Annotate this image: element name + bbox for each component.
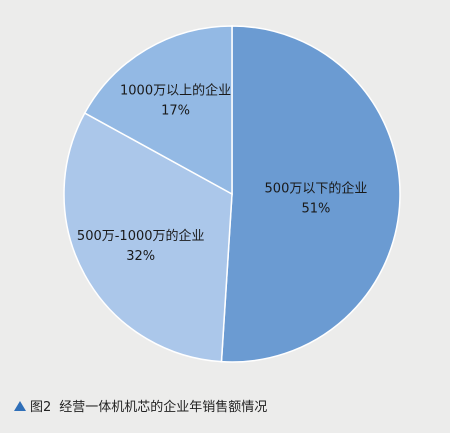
slice-category-label: 500万-1000万的企业: [77, 228, 205, 244]
triangle-up-icon: [14, 400, 26, 411]
caption-text: 经营一体机机芯的企业年销售额情况: [59, 400, 268, 415]
slice-category-label: 500万以下的企业: [265, 181, 368, 197]
slice-category-label: 1000万以上的企业: [120, 83, 231, 99]
pie-slice: [63, 112, 233, 363]
slice-value-label: 17%: [161, 104, 190, 119]
caption-figure-number: 图2: [30, 400, 52, 415]
slice-value-label: 51%: [302, 202, 331, 217]
pie-slice: [220, 25, 401, 363]
slice-value-label: 32%: [126, 249, 155, 264]
pie-chart: 500万以下的企业 51% 500万-1000万的企业 32% 1000万以上的企业 17…: [63, 25, 401, 363]
figure-caption: 图2 经营一体机机芯的企业年销售额情况: [14, 396, 267, 415]
pie-slice: [83, 25, 233, 196]
